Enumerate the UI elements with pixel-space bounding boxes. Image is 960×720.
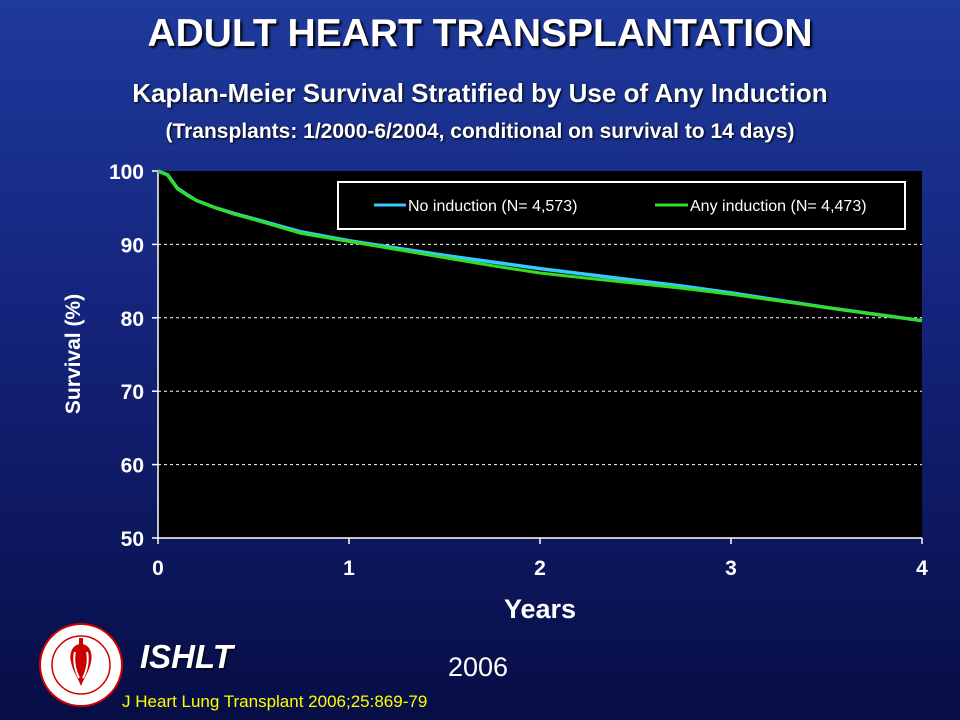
y-tick-label: 100 [109, 161, 144, 184]
plot-area [158, 171, 922, 538]
grid-lines [152, 170, 923, 544]
citation: J Heart Lung Transplant 2006;25:869-79 [122, 692, 428, 711]
y-axis-label: Survival (%) [62, 294, 85, 414]
year-label: 2006 [448, 652, 509, 682]
x-tick-label: 4 [916, 557, 928, 580]
legend: No induction (N= 4,573) Any induction (N… [337, 181, 906, 230]
org-label: ISHLT [140, 638, 233, 675]
y-tick-label: 90 [121, 234, 144, 257]
legend-box [337, 181, 906, 230]
y-tick-label: 50 [121, 528, 144, 551]
x-tick-label: 2 [534, 557, 546, 580]
series-line-any-induction [157, 169, 923, 323]
x-axis-label: Years [504, 594, 576, 624]
y-tick-label: 80 [121, 308, 144, 331]
legend-label-no-induction: No induction (N= 4,573) [408, 198, 577, 215]
x-tick-label: 3 [725, 557, 737, 580]
x-tick-labels: 0 1 2 3 4 [152, 557, 928, 580]
y-tick-labels: 50 60 70 80 90 100 [109, 161, 144, 551]
y-tick-label: 60 [121, 455, 144, 478]
x-tick-label: 1 [343, 557, 355, 580]
page-title: ADULT HEART TRANSPLANTATION [147, 12, 813, 55]
chart-subtitle: Kaplan-Meier Survival Stratified by Use … [132, 78, 828, 108]
chart-subtitle-detail: (Transplants: 1/2000-6/2004, conditional… [165, 120, 795, 143]
y-tick-label: 70 [121, 381, 144, 404]
legend-label-any-induction: Any induction (N= 4,473) [690, 198, 867, 215]
ishlt-logo [39, 623, 123, 707]
x-tick-label: 0 [152, 557, 164, 580]
series-lines [157, 169, 923, 323]
